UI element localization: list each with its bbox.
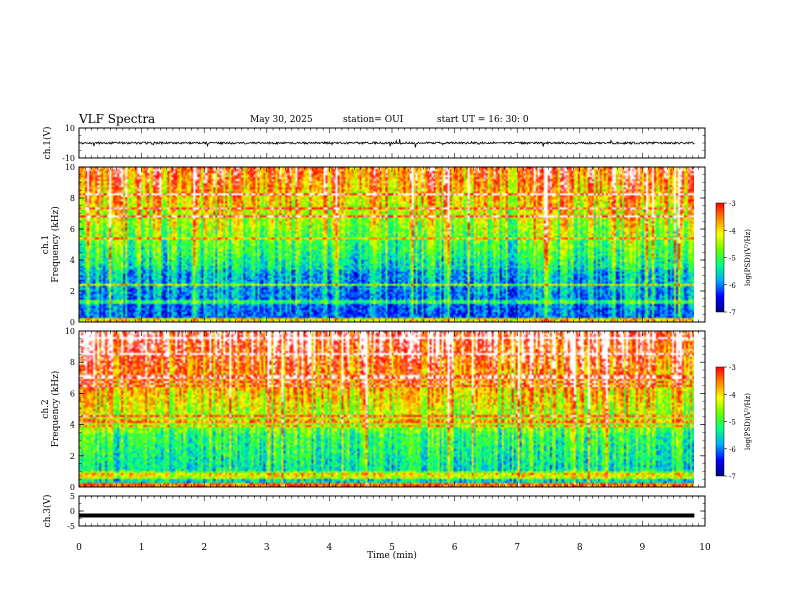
x-tick-label: 7 [514,543,520,553]
x-tick-label: 5 [389,543,395,553]
y-tick-label: 6 [70,225,75,234]
colorbar-tick-label: -5 [729,255,736,263]
x-tick-label: 1 [139,543,145,553]
y-tick-label: 10 [65,124,75,133]
colorbar-tick-label: -3 [729,200,736,208]
y-tick-label: 4 [70,256,75,265]
date-label: May 30, 2025 [250,115,313,125]
y-tick-label: 6 [70,389,75,398]
x-tick-label: 0 [76,543,82,553]
colorbar-tick-label: -4 [729,227,736,235]
ch2-spectrogram-ylabel: Frequency (kHz) [50,371,61,448]
figure-title: VLF Spectra [79,112,156,126]
colorbar-tick-label: -5 [729,419,736,427]
x-tick-label: 8 [577,543,583,553]
x-tick-label: 10 [699,543,711,553]
y-tick-label: 2 [70,287,75,296]
colorbar-label: log(PSD)(V²/Hz) [744,229,752,286]
x-tick-label: 4 [327,543,333,553]
y-tick-label: 5 [70,492,75,501]
ch1-spectrogram-ylabel: Frequency (kHz) [50,206,61,283]
y-tick-label: -10 [62,154,75,163]
y-tick-label: 2 [70,452,75,461]
y-tick-label: 0 [70,318,75,327]
y-tick-label: 0 [70,483,75,492]
colorbar-tick-label: -6 [729,446,736,454]
station-label: station= OUI [343,115,404,125]
ch2-spectrogram-ylabel-channel: ch.2 [41,399,51,418]
y-tick-label: 4 [70,421,75,430]
x-tick-label: 6 [452,543,458,553]
colorbar-ch1 [715,202,725,313]
start-time-label: start UT = 16: 30: 0 [437,115,529,125]
spectrogram-image-ch2 [79,331,694,487]
ch1-waveform-line [78,138,695,148]
x-axis-label: Time (min) [367,550,417,561]
ch1-waveform-ylabel: ch.1(V) [42,127,53,160]
y-tick-label: 10 [65,163,75,172]
ch1-spectrogram-ylabel-channel: ch.1 [41,235,51,254]
colorbar-tick-label: -7 [729,309,736,317]
y-tick-label: 8 [70,358,75,367]
spectrogram-image-ch1 [79,167,694,322]
y-tick-label: -5 [67,522,75,531]
y-tick-label: 0 [70,507,75,516]
ch3-waveform-ylabel: ch.3(V) [42,495,53,528]
colorbar-label: log(PSD)(V²/Hz) [744,393,752,450]
y-tick-label: 8 [70,194,75,203]
colorbar-tick-label: -6 [729,282,736,290]
colorbar-ch2 [715,366,725,477]
colorbar-tick-label: -7 [729,473,736,481]
colorbar-tick-label: -3 [729,364,736,372]
y-tick-label: 10 [65,327,75,336]
x-tick-label: 2 [201,543,207,553]
x-tick-label: 3 [264,543,270,553]
x-tick-label: 9 [640,543,646,553]
colorbar-tick-label: -4 [729,391,736,399]
